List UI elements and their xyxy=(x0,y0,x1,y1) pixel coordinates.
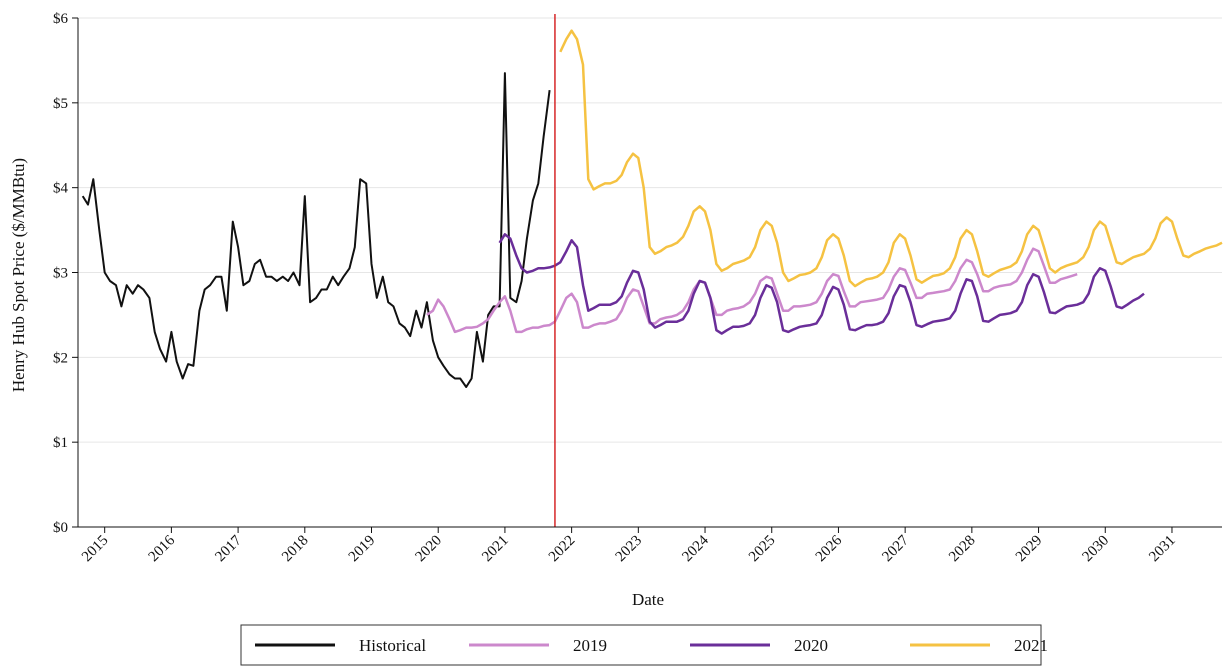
y-tick-label: $5 xyxy=(53,96,68,112)
x-axis-title: Date xyxy=(632,590,664,609)
x-axis-ticks: 2015 2016 2017 2018 2019 2020 2021 2022 2023 2024… xyxy=(79,527,1179,565)
y-tick-label: $4 xyxy=(53,181,69,197)
x-tick-label: 2031 xyxy=(1146,533,1179,566)
y-axis-title: Henry Hub Spot Price ($/MMBtu) xyxy=(9,158,28,392)
gridlines xyxy=(78,17,1222,528)
legend-box xyxy=(240,624,1042,666)
x-tick-label: 2024 xyxy=(679,532,712,565)
x-tick-label: 2028 xyxy=(946,533,979,566)
x-tick-label: 2030 xyxy=(1080,533,1113,566)
x-tick-label: 2023 xyxy=(613,533,646,566)
y-tick-label: $6 xyxy=(53,11,69,27)
y-tick-label: $1 xyxy=(53,435,68,451)
y-tick-label: $2 xyxy=(53,350,68,366)
x-tick-label: 2021 xyxy=(479,533,512,566)
x-tick-label: 2019 xyxy=(346,533,379,566)
x-tick-label: 2025 xyxy=(746,533,779,566)
legend: Historical 2019 2020 2021 xyxy=(240,624,1048,666)
x-tick-label: 2018 xyxy=(279,533,312,566)
x-tick-label: 2026 xyxy=(813,532,846,565)
x-tick-label: 2022 xyxy=(546,533,579,566)
legend-label-2020: 2020 xyxy=(794,636,828,655)
y-tick-label: $0 xyxy=(53,520,68,536)
y-axis-ticks: $0 $1 $2 $3 $4 $5 $6 xyxy=(53,11,78,536)
x-tick-label: 2020 xyxy=(413,533,446,566)
x-tick-label: 2015 xyxy=(79,533,112,566)
x-tick-label: 2029 xyxy=(1013,533,1046,566)
series-line-2019 xyxy=(426,247,1078,334)
series-lines xyxy=(81,14,1223,527)
series-line-2020 xyxy=(498,233,1145,335)
series-line-2021 xyxy=(559,29,1223,288)
series-line-historical xyxy=(81,72,551,388)
legend-label-2021: 2021 xyxy=(1014,636,1048,655)
x-tick-label: 2016 xyxy=(146,532,179,565)
x-tick-label: 2017 xyxy=(212,532,245,565)
legend-items: Historical 2019 2020 2021 xyxy=(255,636,1048,655)
y-tick-label: $3 xyxy=(53,266,68,282)
legend-label-historical: Historical xyxy=(359,636,426,655)
x-tick-label: 2027 xyxy=(879,532,912,565)
legend-label-2019: 2019 xyxy=(573,636,607,655)
